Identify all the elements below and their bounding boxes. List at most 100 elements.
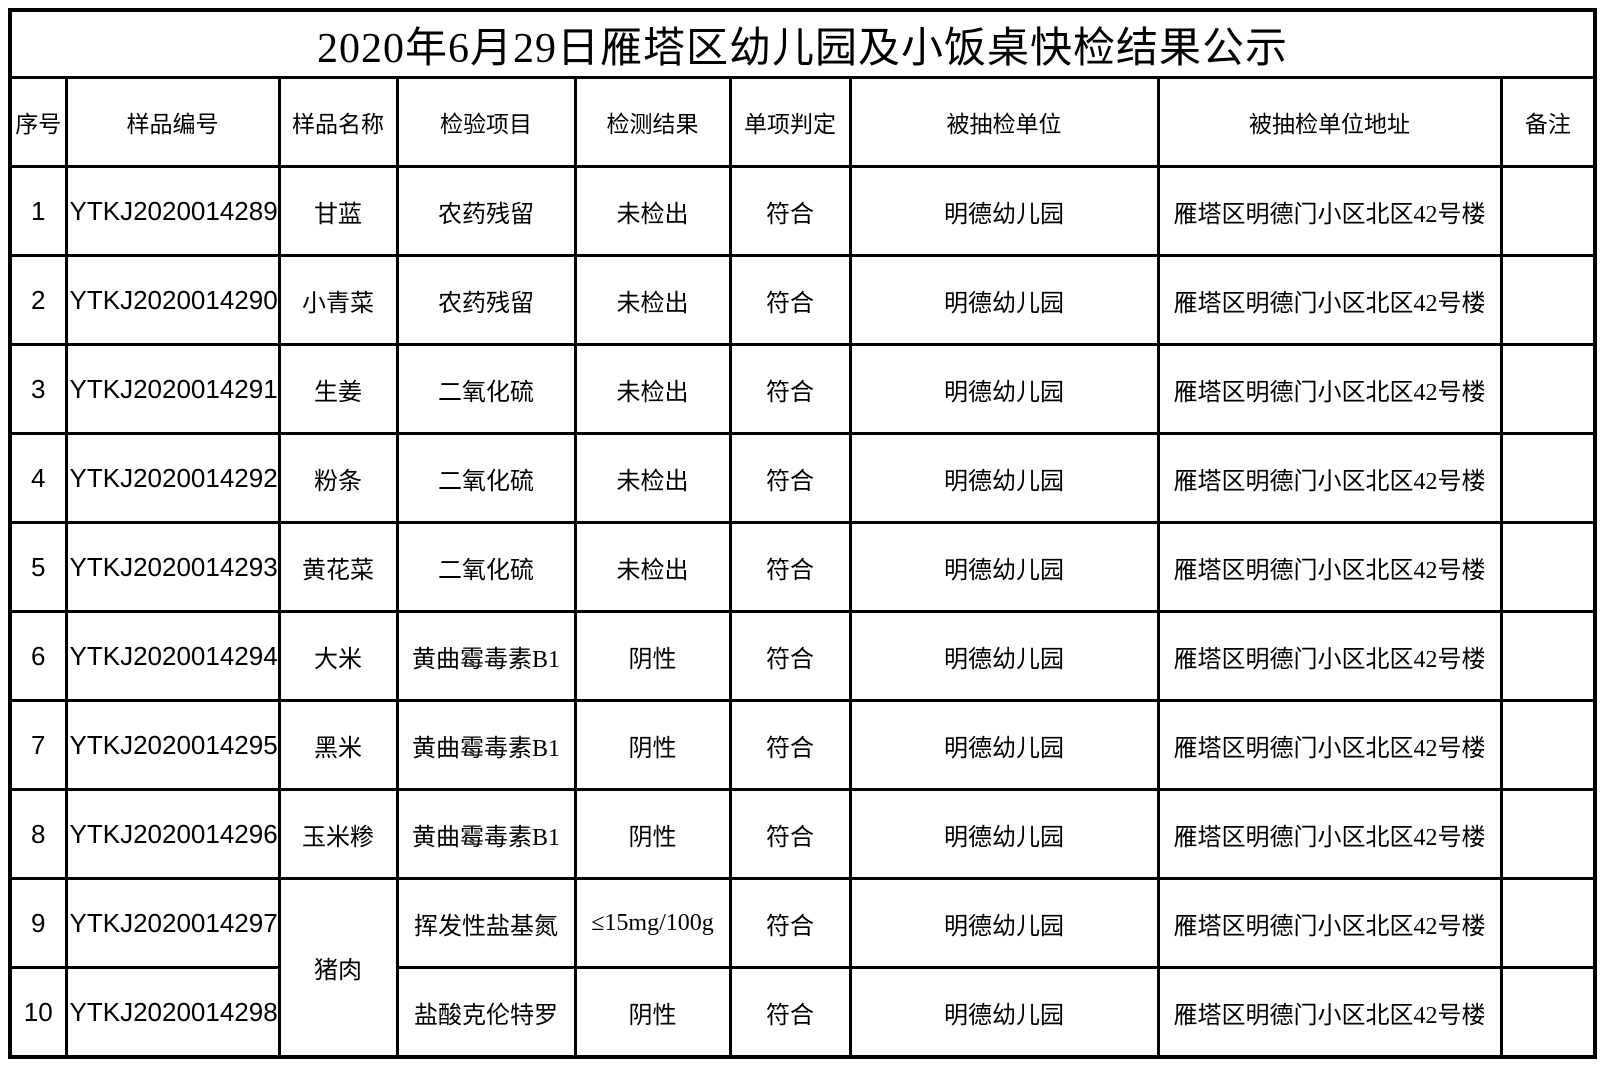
cell-test-result: 阴性 (573, 966, 732, 1059)
cell-unit-address: 雁塔区明德门小区北区42号楼 (1156, 788, 1503, 880)
cell-sample-name: 甘蓝 (277, 165, 399, 257)
column-header-no: 序号 (8, 76, 68, 168)
cell-no: 8 (8, 788, 68, 880)
cell-no: 9 (8, 877, 68, 969)
cell-sample-code: YTKJ2020014293 (64, 521, 281, 613)
cell-verdict: 符合 (728, 432, 852, 524)
column-header-test-result: 检测结果 (573, 76, 732, 168)
cell-sample-code: YTKJ2020014298 (64, 966, 281, 1059)
cell-unit-address: 雁塔区明德门小区北区42号楼 (1156, 610, 1503, 702)
cell-test-item: 农药残留 (395, 254, 577, 346)
cell-remark (1499, 521, 1597, 613)
cell-test-item: 黄曲霉毒素B1 (395, 788, 577, 880)
page-title: 2020年6月29日雁塔区幼儿园及小饭桌快检结果公示 (8, 8, 1597, 79)
cell-no: 6 (8, 610, 68, 702)
table-row: 7 YTKJ2020014295 黑米 黄曲霉毒素B1 阴性 符合 明德幼儿园 … (8, 699, 1597, 791)
column-header-unit-address: 被抽检单位地址 (1156, 76, 1503, 168)
cell-sampled-unit: 明德幼儿园 (848, 343, 1160, 435)
column-header-remark: 备注 (1499, 76, 1597, 168)
column-header-verdict: 单项判定 (728, 76, 852, 168)
cell-sample-name-merged: 猪肉 (277, 877, 399, 1059)
cell-sample-name: 玉米糁 (277, 788, 399, 880)
cell-test-item: 黄曲霉毒素B1 (395, 610, 577, 702)
results-sheet: 2020年6月29日雁塔区幼儿园及小饭桌快检结果公示 序号 样品编号 样品名称 … (8, 8, 1598, 1059)
cell-no: 4 (8, 432, 68, 524)
cell-unit-address: 雁塔区明德门小区北区42号楼 (1156, 432, 1503, 524)
column-header-sample-name: 样品名称 (277, 76, 399, 168)
cell-sample-name: 黑米 (277, 699, 399, 791)
cell-unit-address: 雁塔区明德门小区北区42号楼 (1156, 877, 1503, 969)
cell-test-item: 挥发性盐基氮 (395, 877, 577, 969)
cell-sampled-unit: 明德幼儿园 (848, 254, 1160, 346)
cell-sample-code: YTKJ2020014295 (64, 699, 281, 791)
cell-test-result: 阴性 (573, 699, 732, 791)
cell-test-result: 未检出 (573, 432, 732, 524)
cell-verdict: 符合 (728, 165, 852, 257)
cell-sampled-unit: 明德幼儿园 (848, 165, 1160, 257)
inspection-results-table: 2020年6月29日雁塔区幼儿园及小饭桌快检结果公示 序号 样品编号 样品名称 … (8, 8, 1598, 1059)
cell-verdict: 符合 (728, 877, 852, 969)
table-row: 3 YTKJ2020014291 生姜 二氧化硫 未检出 符合 明德幼儿园 雁塔… (8, 343, 1597, 435)
header-row: 序号 样品编号 样品名称 检验项目 检测结果 单项判定 被抽检单位 被抽检单位地… (8, 76, 1597, 168)
cell-remark (1499, 877, 1597, 969)
cell-sampled-unit: 明德幼儿园 (848, 521, 1160, 613)
cell-sampled-unit: 明德幼儿园 (848, 877, 1160, 969)
cell-no: 3 (8, 343, 68, 435)
cell-sample-name: 粉条 (277, 432, 399, 524)
cell-unit-address: 雁塔区明德门小区北区42号楼 (1156, 254, 1503, 346)
cell-unit-address: 雁塔区明德门小区北区42号楼 (1156, 966, 1503, 1059)
cell-sample-code: YTKJ2020014290 (64, 254, 281, 346)
cell-no: 2 (8, 254, 68, 346)
column-header-test-item: 检验项目 (395, 76, 577, 168)
cell-no: 5 (8, 521, 68, 613)
cell-unit-address: 雁塔区明德门小区北区42号楼 (1156, 521, 1503, 613)
cell-test-item: 盐酸克伦特罗 (395, 966, 577, 1059)
cell-unit-address: 雁塔区明德门小区北区42号楼 (1156, 699, 1503, 791)
cell-sample-name: 生姜 (277, 343, 399, 435)
cell-verdict: 符合 (728, 610, 852, 702)
cell-sampled-unit: 明德幼儿园 (848, 699, 1160, 791)
cell-test-result: ≤15mg/100g (573, 877, 732, 969)
cell-remark (1499, 699, 1597, 791)
cell-sample-code: YTKJ2020014289 (64, 165, 281, 257)
cell-no: 10 (8, 966, 68, 1059)
cell-sampled-unit: 明德幼儿园 (848, 432, 1160, 524)
cell-test-result: 未检出 (573, 165, 732, 257)
cell-sample-code: YTKJ2020014296 (64, 788, 281, 880)
cell-verdict: 符合 (728, 699, 852, 791)
cell-remark (1499, 165, 1597, 257)
table-row: 9 YTKJ2020014297 猪肉 挥发性盐基氮 ≤15mg/100g 符合… (8, 877, 1597, 1059)
column-header-sample-code: 样品编号 (64, 76, 281, 168)
cell-verdict: 符合 (728, 343, 852, 435)
cell-sample-code: YTKJ2020014297 (64, 877, 281, 969)
cell-test-item: 农药残留 (395, 165, 577, 257)
cell-remark (1499, 610, 1597, 702)
cell-sample-name: 黄花菜 (277, 521, 399, 613)
cell-remark (1499, 966, 1597, 1059)
title-row: 2020年6月29日雁塔区幼儿园及小饭桌快检结果公示 (8, 8, 1597, 79)
cell-sample-name: 大米 (277, 610, 399, 702)
cell-verdict: 符合 (728, 788, 852, 880)
table-row: 5 YTKJ2020014293 黄花菜 二氧化硫 未检出 符合 明德幼儿园 雁… (8, 521, 1597, 613)
cell-sampled-unit: 明德幼儿园 (848, 966, 1160, 1059)
cell-test-item: 黄曲霉毒素B1 (395, 699, 577, 791)
cell-test-result: 未检出 (573, 343, 732, 435)
cell-sampled-unit: 明德幼儿园 (848, 788, 1160, 880)
cell-verdict: 符合 (728, 966, 852, 1059)
cell-remark (1499, 254, 1597, 346)
cell-test-item: 二氧化硫 (395, 432, 577, 524)
column-header-sampled-unit: 被抽检单位 (848, 76, 1160, 168)
cell-test-result: 阴性 (573, 610, 732, 702)
cell-sample-code: YTKJ2020014294 (64, 610, 281, 702)
cell-sample-name: 小青菜 (277, 254, 399, 346)
cell-no: 1 (8, 165, 68, 257)
cell-verdict: 符合 (728, 254, 852, 346)
cell-test-item: 二氧化硫 (395, 521, 577, 613)
table-row: 8 YTKJ2020014296 玉米糁 黄曲霉毒素B1 阴性 符合 明德幼儿园… (8, 788, 1597, 880)
cell-test-result: 未检出 (573, 254, 732, 346)
cell-verdict: 符合 (728, 521, 852, 613)
cell-unit-address: 雁塔区明德门小区北区42号楼 (1156, 165, 1503, 257)
table-row: 10 YTKJ2020014298 盐酸克伦特罗 阴性 符合 明德幼儿园 雁塔区… (8, 966, 1597, 1059)
table-row: 6 YTKJ2020014294 大米 黄曲霉毒素B1 阴性 符合 明德幼儿园 … (8, 610, 1597, 702)
cell-no: 7 (8, 699, 68, 791)
